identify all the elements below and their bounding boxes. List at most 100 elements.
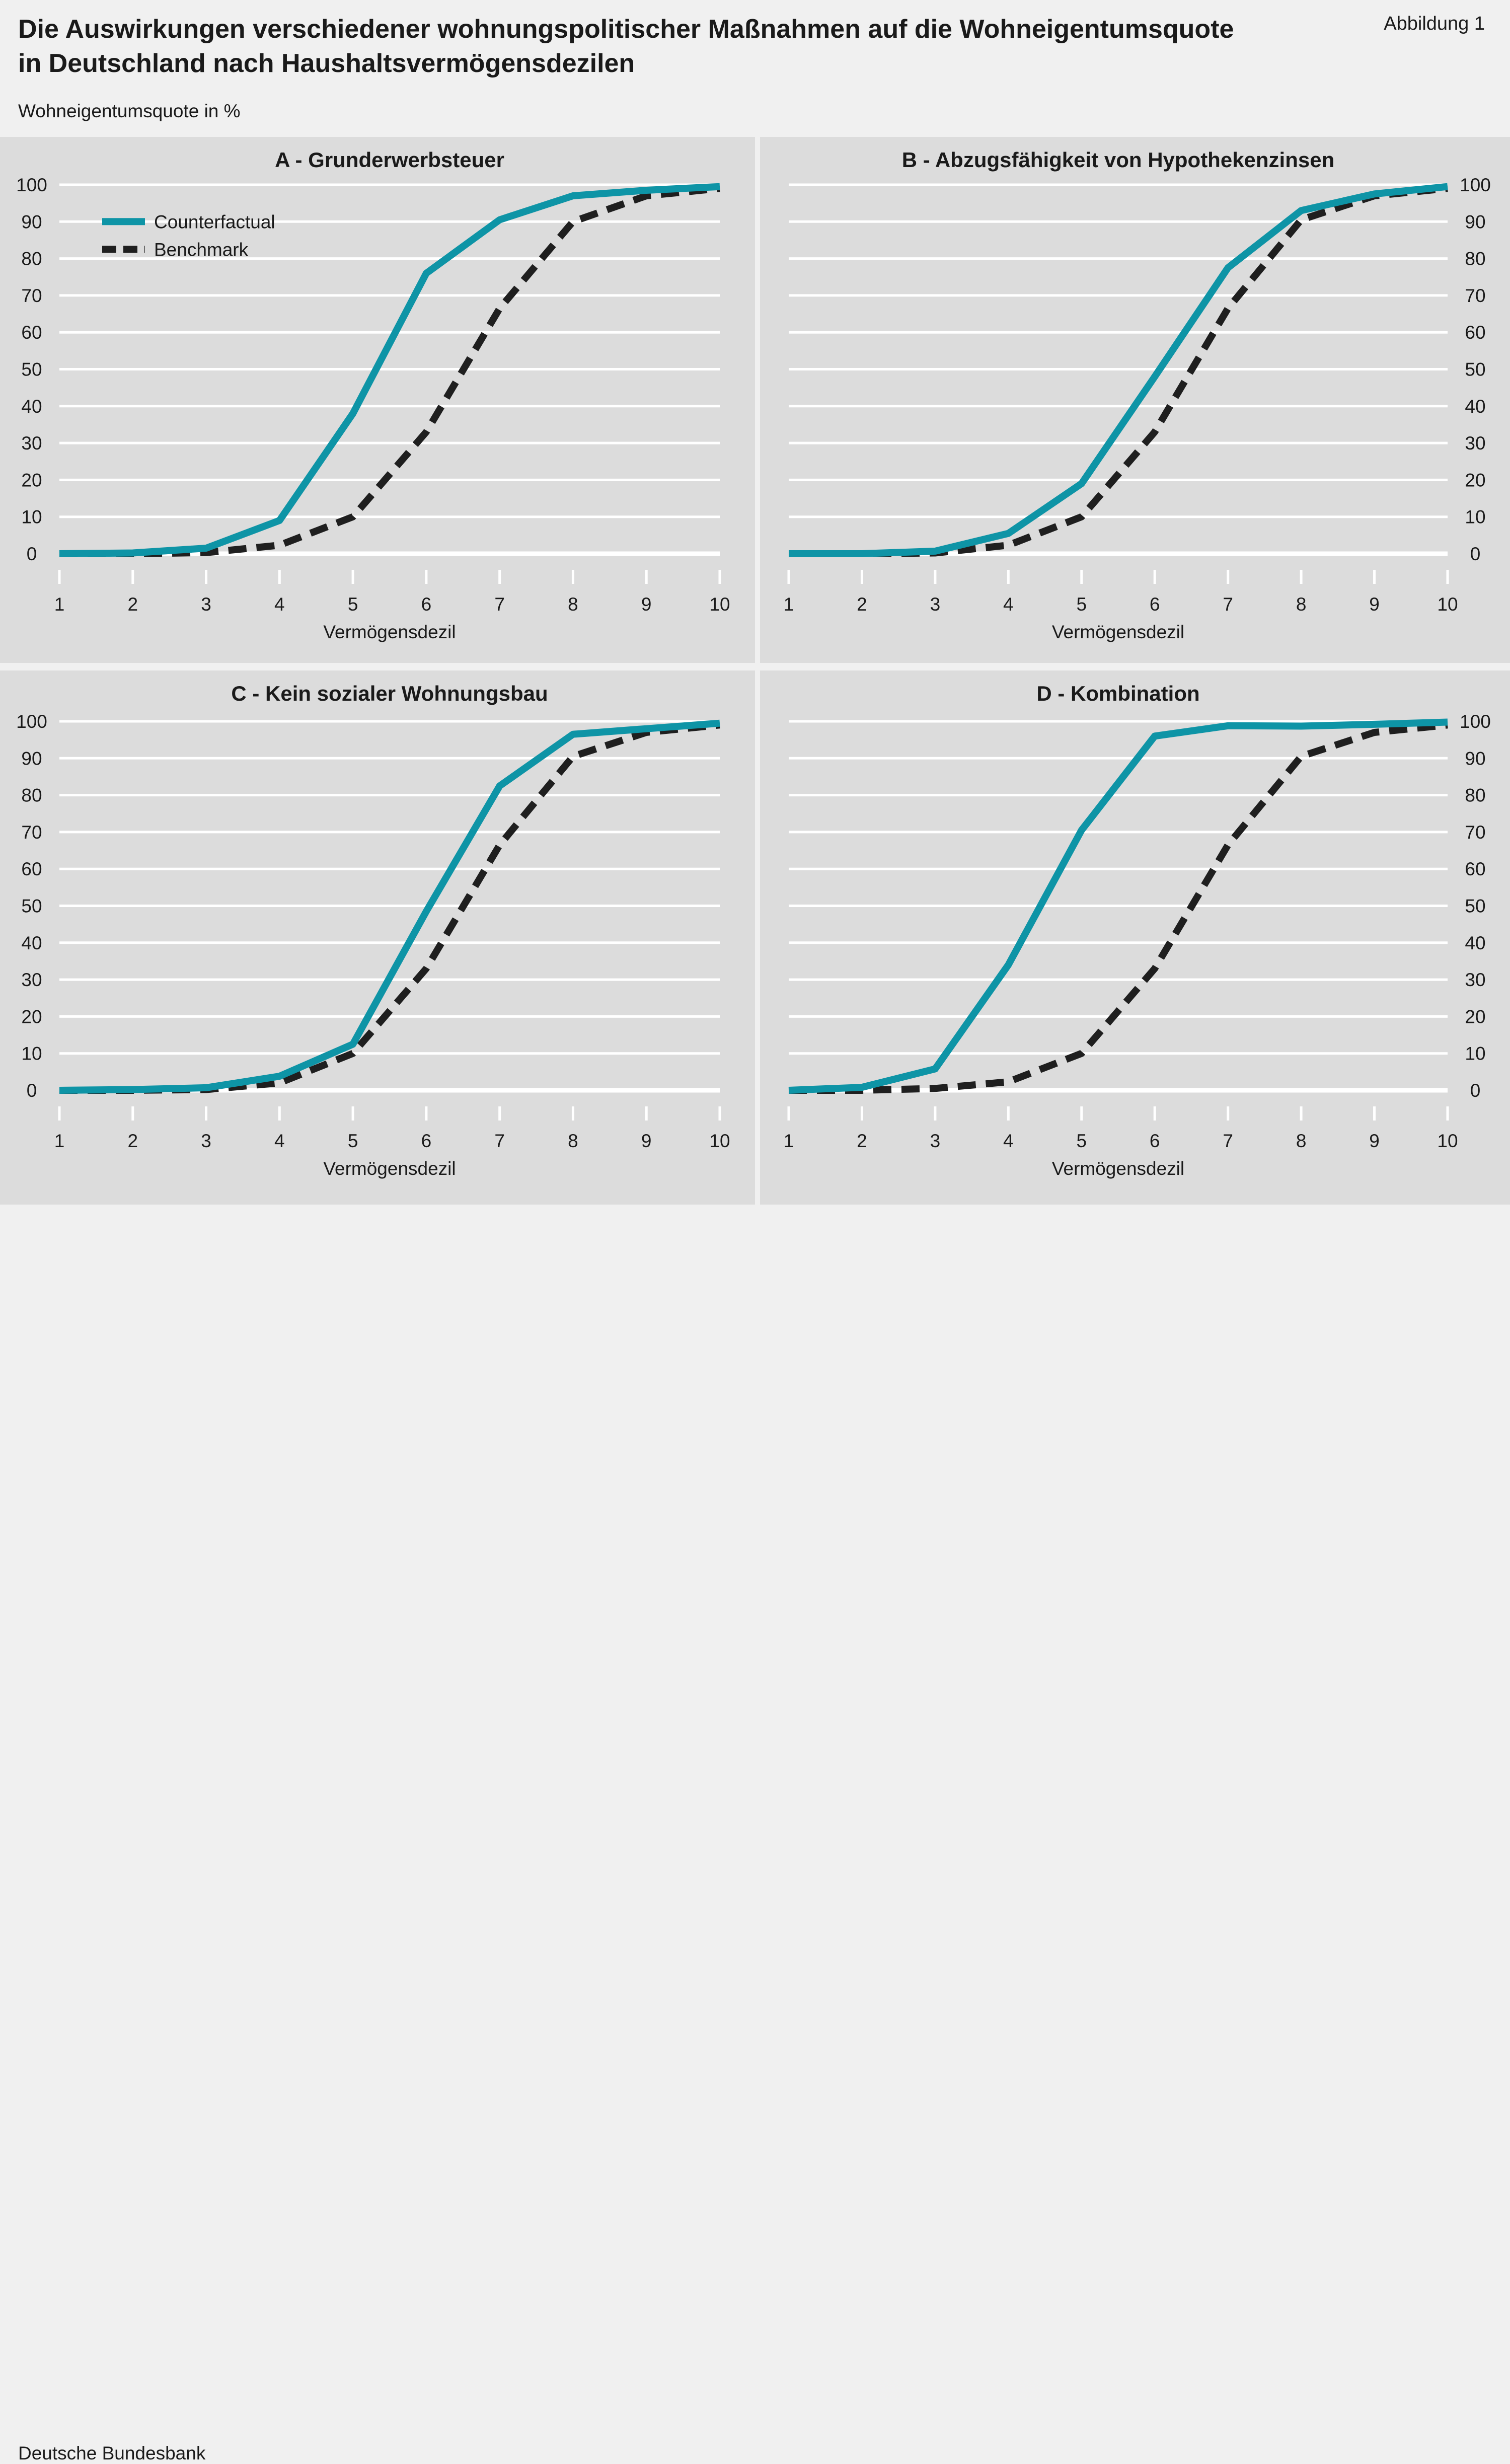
x-tick-label: 6 — [421, 1131, 432, 1151]
y-tick-label: 80 — [21, 249, 42, 269]
y-tick-label: 90 — [21, 211, 42, 232]
y-tick-label: 50 — [21, 359, 42, 380]
x-tick-label: 9 — [641, 594, 652, 615]
chart-panel-2: B - Abzugsfähigkeit von Hypothekenzinsen… — [760, 137, 1510, 663]
x-tick-label: 2 — [127, 594, 138, 615]
y-tick-label: 70 — [1465, 822, 1485, 843]
x-tick-label: 1 — [784, 594, 794, 615]
panel-background — [0, 670, 755, 1205]
x-tick-label: 2 — [857, 1131, 867, 1151]
x-tick-label: 7 — [494, 594, 505, 615]
x-tick-label: 1 — [54, 1131, 65, 1151]
x-tick-label: 9 — [1369, 594, 1380, 615]
x-tick-label: 7 — [494, 1131, 505, 1151]
y-tick-label: 10 — [21, 1043, 42, 1064]
y-tick-label: 60 — [21, 859, 42, 879]
y-tick-label: 10 — [21, 507, 42, 528]
y-tick-label: 40 — [1465, 933, 1485, 953]
y-tick-label: 10 — [1465, 1043, 1485, 1064]
chart-panels: A - Grunderwerbsteuer 0 10 20 30 40 50 60 70 80 90… — [0, 132, 1510, 1205]
chart-svg: A - Grunderwerbsteuer0102030405060708090… — [0, 137, 1510, 1205]
x-tick-label: 9 — [1369, 1131, 1380, 1151]
y-tick-label: 30 — [21, 433, 42, 454]
y-tick-label: 100 — [1460, 711, 1491, 732]
figure-footer: Deutsche Bundesbank — [0, 1205, 1510, 2463]
series-line-benchmark — [789, 721, 1448, 1094]
panel-title: B - Abzugsfähigkeit von Hypothekenzinsen — [902, 148, 1335, 172]
x-tick-label: 5 — [348, 594, 358, 615]
y-tick-label: 10 — [1465, 507, 1485, 528]
x-tick-label: 7 — [1223, 1131, 1233, 1151]
x-tick-label: 1 — [784, 1131, 794, 1151]
y-tick-label: 60 — [1465, 322, 1485, 343]
y-tick-label: 70 — [1465, 285, 1485, 306]
y-tick-label: 70 — [21, 285, 42, 306]
series-line-counterfactual — [59, 719, 720, 1094]
legend-label-counterfactual: Counterfactual — [154, 211, 275, 232]
x-tick-label: 6 — [421, 594, 432, 615]
y-tick-label: 0 — [27, 544, 37, 564]
legend-label-benchmark: Benchmark — [154, 239, 249, 260]
y-tick-label: 80 — [1465, 249, 1485, 269]
x-tick-label: 10 — [709, 1131, 730, 1151]
y-tick-label: 50 — [1465, 359, 1485, 380]
y-tick-label: 100 — [16, 711, 47, 732]
panel-title: C - Kein sozialer Wohnungsbau — [231, 682, 548, 705]
x-tick-label: 7 — [1223, 594, 1233, 615]
x-tick-label: 6 — [1150, 1131, 1160, 1151]
series-line-counterfactual — [59, 183, 720, 557]
y-tick-label: 80 — [1465, 785, 1485, 806]
x-tick-label: 8 — [1296, 1131, 1307, 1151]
y-tick-label: 80 — [21, 785, 42, 806]
series-line-counterfactual — [788, 718, 1448, 1094]
panel-title: D - Kombination — [1036, 682, 1199, 705]
x-tick-label: 3 — [201, 1131, 211, 1151]
x-tick-label: 6 — [1150, 594, 1160, 615]
y-tick-label: 100 — [16, 175, 47, 195]
x-tick-label: 8 — [568, 1131, 578, 1151]
y-tick-label: 0 — [27, 1080, 37, 1101]
series-line-benchmark — [789, 185, 1448, 557]
x-tick-label: 3 — [930, 1131, 941, 1151]
panel-background — [760, 670, 1510, 1205]
source-label: Deutsche Bundesbank — [18, 2443, 206, 2463]
x-tick-label: 2 — [127, 1131, 138, 1151]
y-tick-label: 50 — [21, 896, 42, 917]
x-tick-label: 5 — [1076, 594, 1087, 615]
figure-number-label: Abbildung 1 — [1384, 13, 1485, 34]
chart-panel-1: A - Grunderwerbsteuer 0 10 20 30 40 50 60 70 80 90… — [0, 137, 755, 663]
x-axis-title: Vermögensdezil — [1052, 622, 1184, 642]
y-tick-label: 40 — [1465, 396, 1485, 417]
y-tick-label: 60 — [1465, 859, 1485, 879]
y-tick-label: 20 — [21, 470, 42, 490]
panel-title: A - Grunderwerbsteuer — [275, 148, 504, 172]
y-tick-label: 40 — [21, 933, 42, 953]
x-tick-label: 1 — [54, 594, 65, 615]
x-tick-label: 9 — [641, 1131, 652, 1151]
y-tick-label: 100 — [1460, 175, 1491, 195]
x-tick-label: 4 — [1003, 594, 1014, 615]
y-tick-label: 0 — [1470, 544, 1481, 564]
x-tick-label: 10 — [709, 594, 730, 615]
x-tick-label: 10 — [1437, 1131, 1458, 1151]
y-tick-label: 20 — [21, 1006, 42, 1027]
x-tick-label: 4 — [274, 1131, 285, 1151]
y-tick-label: 20 — [1465, 470, 1485, 490]
y-tick-label: 30 — [1465, 433, 1485, 454]
x-tick-label: 3 — [930, 594, 941, 615]
series-line-counterfactual — [789, 183, 1448, 557]
figure-header: Die Auswirkungen verschiedener wohnungsp… — [0, 0, 1510, 132]
x-tick-label: 5 — [348, 1131, 358, 1151]
figure-title-line-1: Die Auswirkungen verschiedener wohnungsp… — [18, 15, 1234, 44]
series-line-benchmark — [59, 721, 720, 1094]
series-line-benchmark — [59, 185, 720, 557]
x-axis-title: Vermögensdezil — [323, 1158, 456, 1179]
y-unit-label: Wohneigentumsquote in % — [18, 101, 241, 121]
y-tick-label: 90 — [1465, 211, 1485, 232]
x-tick-label: 2 — [857, 594, 867, 615]
y-tick-label: 30 — [21, 969, 42, 990]
y-tick-label: 0 — [1470, 1080, 1481, 1101]
y-tick-label: 70 — [21, 822, 42, 843]
y-tick-label: 20 — [1465, 1006, 1485, 1027]
y-tick-label: 40 — [21, 396, 42, 417]
